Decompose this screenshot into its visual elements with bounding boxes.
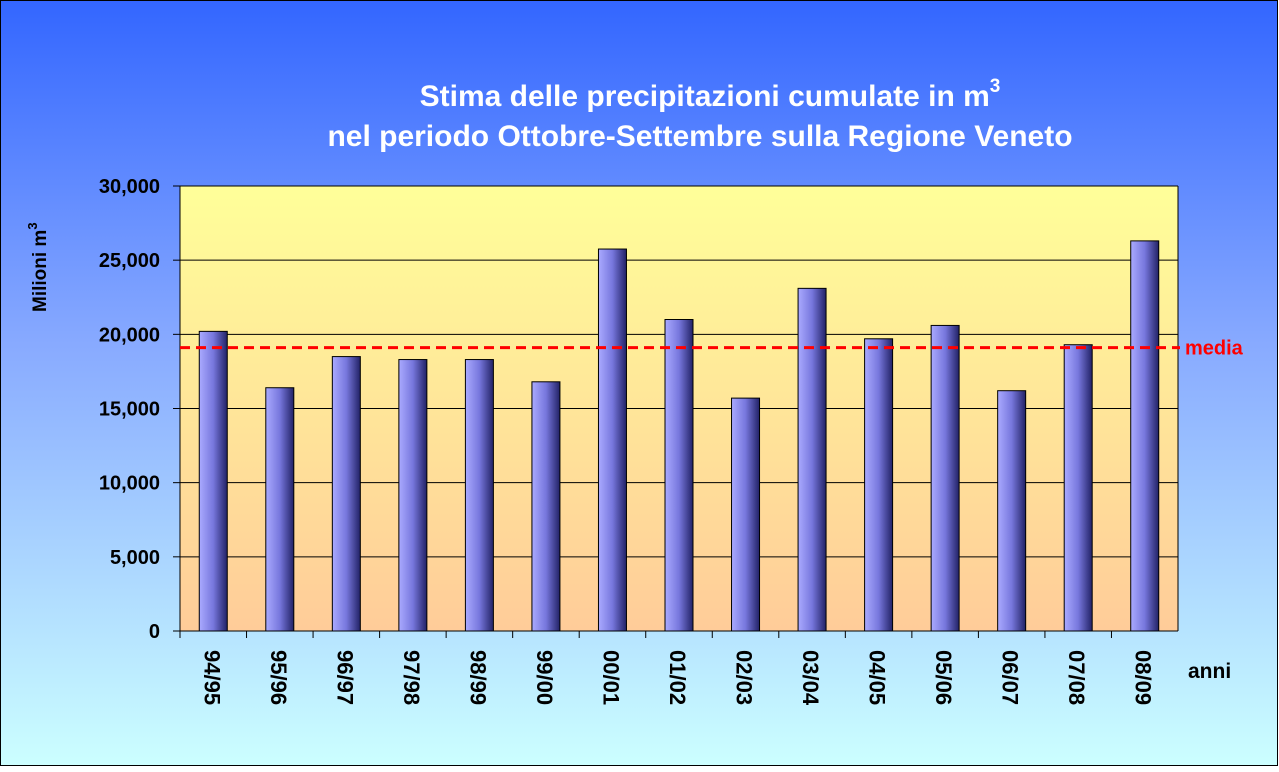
x-tick-label: 95/96	[266, 650, 291, 705]
bar	[597, 248, 627, 632]
y-tick-label: 15,000	[99, 399, 160, 421]
bar	[664, 319, 694, 632]
bar	[1063, 344, 1093, 632]
bar	[997, 390, 1027, 632]
bar	[1130, 240, 1160, 632]
bar	[265, 387, 295, 632]
chart-title: Stima delle precipitazioni cumulate in m…	[420, 76, 1001, 113]
y-tick-label: 5,000	[110, 547, 160, 569]
bar	[331, 356, 361, 632]
y-tick-label: 10,000	[99, 473, 160, 495]
x-tick-label: 08/09	[1131, 650, 1156, 705]
x-tick-label: 05/06	[931, 650, 956, 705]
x-tick-label: 99/00	[532, 650, 557, 705]
bar	[731, 397, 761, 632]
x-tick-label: 04/05	[865, 650, 890, 705]
bar	[531, 381, 561, 632]
bar	[797, 287, 827, 632]
x-tick-label: 07/08	[1064, 650, 1089, 705]
y-axis-label: Milioni m3	[25, 222, 51, 312]
bar	[864, 338, 894, 632]
bar	[198, 330, 228, 632]
bar	[398, 359, 428, 632]
bar	[464, 359, 494, 632]
x-tick-label: 00/01	[598, 650, 623, 705]
x-tick-label: 02/03	[732, 650, 757, 705]
x-tick-label: 94/95	[199, 650, 224, 705]
x-axis-label: anni	[1188, 660, 1231, 683]
y-tick-label: 20,000	[99, 324, 160, 346]
x-tick-label: 06/07	[998, 650, 1023, 705]
x-tick-label: 96/97	[332, 650, 357, 705]
y-tick-label: 25,000	[99, 250, 160, 272]
y-tick-label: 30,000	[99, 176, 160, 198]
y-tick-label: 0	[149, 621, 160, 643]
x-tick-label: 98/99	[465, 650, 490, 705]
reference-line-label: media	[1185, 338, 1244, 360]
x-tick-label: 01/02	[665, 650, 690, 705]
chart-subtitle: nel periodo Ottobre-Settembre sulla Regi…	[327, 120, 1072, 153]
x-tick-label: 97/98	[399, 650, 424, 705]
x-tick-label: 03/04	[798, 650, 823, 706]
bar	[930, 324, 960, 632]
